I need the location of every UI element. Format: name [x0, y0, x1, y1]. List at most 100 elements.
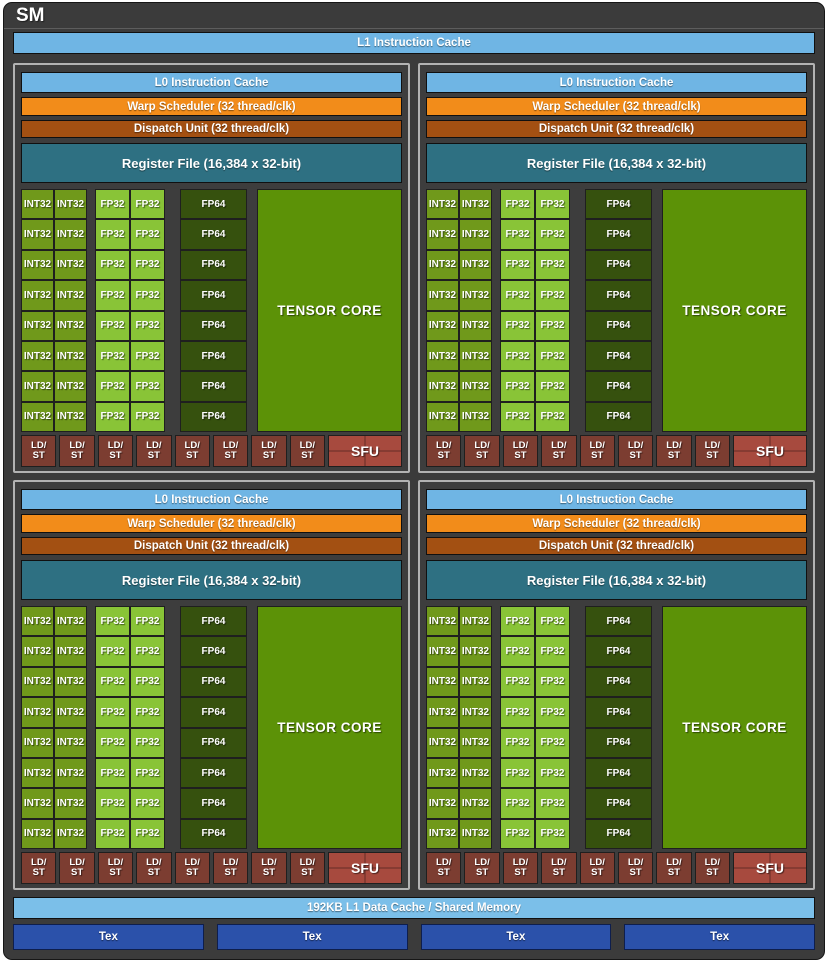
- ldst-unit: LD/ ST: [21, 852, 57, 884]
- register-file: Register File (16,384 x 32-bit): [21, 560, 402, 600]
- fp64-core: FP64: [585, 757, 652, 789]
- int32-core: INT32: [54, 280, 87, 311]
- ldst-unit: LD/ ST: [59, 435, 95, 467]
- fp32-core: FP32: [535, 189, 570, 220]
- warp-scheduler: Warp Scheduler (32 thread/clk): [21, 97, 402, 116]
- int32-core: INT32: [21, 340, 54, 372]
- ldst-label-line2: ST: [475, 867, 489, 878]
- fp64-core: FP64: [585, 340, 652, 372]
- fp32-core: FP32: [95, 606, 130, 637]
- int32-core: INT32: [459, 606, 492, 637]
- ldst-unit: LD/ ST: [656, 852, 692, 884]
- fp32-core: FP32: [130, 697, 165, 728]
- fp32-core: FP32: [500, 189, 535, 220]
- ldst-unit: LD/ ST: [694, 435, 730, 467]
- ldst-unit: LD/ ST: [617, 435, 654, 467]
- core-row: INT32 INT32 FP32 FP32 FP64: [21, 371, 247, 402]
- core-columns: INT32 INT32 FP32 FP32 FP64 INT32 INT32 F…: [21, 189, 247, 432]
- ldst-unit: LD/ ST: [251, 435, 287, 467]
- fp32-core: FP32: [130, 818, 165, 849]
- fp32-core: FP32: [130, 757, 165, 789]
- processing-blocks: L0 Instruction Cache Warp Scheduler (32 …: [13, 63, 815, 890]
- ldst-unit: LD/ ST: [617, 852, 654, 884]
- int32-core: INT32: [459, 371, 492, 402]
- int32-core: INT32: [459, 249, 492, 281]
- ldst-label-line2: ST: [706, 867, 719, 878]
- core-columns: INT32 INT32 FP32 FP32 FP64 INT32 INT32 F…: [426, 606, 652, 849]
- column-spacer: [165, 636, 180, 666]
- column-spacer: [165, 189, 180, 219]
- column-spacer: [87, 788, 95, 818]
- int32-core: INT32: [21, 280, 54, 311]
- tex-unit: Tex: [13, 924, 204, 950]
- warp-scheduler: Warp Scheduler (32 thread/clk): [426, 97, 807, 116]
- int32-core: INT32: [21, 371, 54, 402]
- ldst-label-line1: LD/: [436, 857, 452, 868]
- fp32-core: FP32: [535, 310, 570, 341]
- fp64-core: FP64: [585, 788, 652, 819]
- core-row: INT32 INT32 FP32 FP32 FP64: [21, 310, 247, 341]
- column-spacer: [165, 667, 180, 697]
- column-spacer: [492, 636, 500, 666]
- fp32-core: FP32: [130, 340, 165, 372]
- ldst-label-line1: LD/: [589, 440, 605, 451]
- ldst-label-line1: LD/: [589, 857, 605, 868]
- tex-unit: Tex: [216, 924, 408, 950]
- core-row: INT32 INT32 FP32 FP32 FP64: [426, 727, 652, 758]
- fp64-core: FP64: [180, 371, 247, 402]
- ldst-label-line2: ST: [186, 867, 199, 878]
- ldst-label-line1: LD/: [551, 857, 567, 868]
- int32-core: INT32: [426, 280, 459, 311]
- ldst-unit: LD/ ST: [541, 435, 577, 467]
- fp32-core: FP32: [535, 818, 570, 849]
- column-spacer: [165, 728, 180, 758]
- ldst-label-line1: LD/: [474, 440, 490, 451]
- ldst-label-line2: ST: [667, 867, 680, 878]
- column-spacer: [570, 788, 585, 818]
- fp32-core: FP32: [535, 249, 570, 281]
- sfu-unit: SFU: [733, 852, 807, 884]
- ldst-label-line2: ST: [109, 867, 122, 878]
- column-spacer: [492, 341, 500, 371]
- column-spacer: [570, 402, 585, 432]
- column-spacer: [87, 250, 95, 280]
- column-spacer: [87, 219, 95, 249]
- fp32-core: FP32: [500, 727, 535, 758]
- int32-core: INT32: [459, 636, 492, 667]
- processing-block: L0 Instruction Cache Warp Scheduler (32 …: [418, 63, 815, 473]
- ldst-label-line2: ST: [70, 450, 84, 461]
- int32-core: INT32: [426, 340, 459, 372]
- fp64-core: FP64: [180, 818, 247, 849]
- tex-unit: Tex: [624, 924, 815, 950]
- core-row: INT32 INT32 FP32 FP32 FP64: [426, 666, 652, 698]
- fp64-core: FP64: [585, 280, 652, 311]
- fp32-core: FP32: [535, 340, 570, 372]
- int32-core: INT32: [459, 280, 492, 311]
- ldst-label-line1: LD/: [184, 440, 200, 451]
- sm-diagram: SM L1 Instruction Cache L0 Instruction C…: [3, 2, 825, 960]
- l0-instruction-cache: L0 Instruction Cache: [426, 489, 807, 510]
- column-spacer: [492, 788, 500, 818]
- ldst-unit: LD/ ST: [502, 435, 539, 467]
- ldst-unit: LD/ ST: [426, 435, 462, 467]
- column-spacer: [492, 250, 500, 280]
- fp32-core: FP32: [500, 219, 535, 250]
- ldst-label-line2: ST: [70, 867, 84, 878]
- warp-scheduler: Warp Scheduler (32 thread/clk): [426, 514, 807, 533]
- dispatch-unit: Dispatch Unit (32 thread/clk): [426, 537, 807, 555]
- ldst-label-line1: LD/: [512, 440, 529, 451]
- core-row: INT32 INT32 FP32 FP32 FP64: [426, 310, 652, 341]
- fp32-core: FP32: [95, 636, 130, 667]
- fp32-core: FP32: [130, 727, 165, 758]
- core-row: INT32 INT32 FP32 FP32 FP64: [21, 636, 247, 667]
- core-row: INT32 INT32 FP32 FP32 FP64: [426, 219, 652, 250]
- int32-core: INT32: [459, 310, 492, 341]
- fp64-core: FP64: [180, 636, 247, 667]
- ldst-label-line2: ST: [552, 867, 565, 878]
- ldst-label-line1: LD/: [704, 440, 720, 451]
- int32-core: INT32: [54, 727, 87, 758]
- fp32-core: FP32: [95, 401, 130, 432]
- column-spacer: [570, 636, 585, 666]
- ldst-label-line2: ST: [475, 450, 489, 461]
- fp64-core: FP64: [180, 697, 247, 728]
